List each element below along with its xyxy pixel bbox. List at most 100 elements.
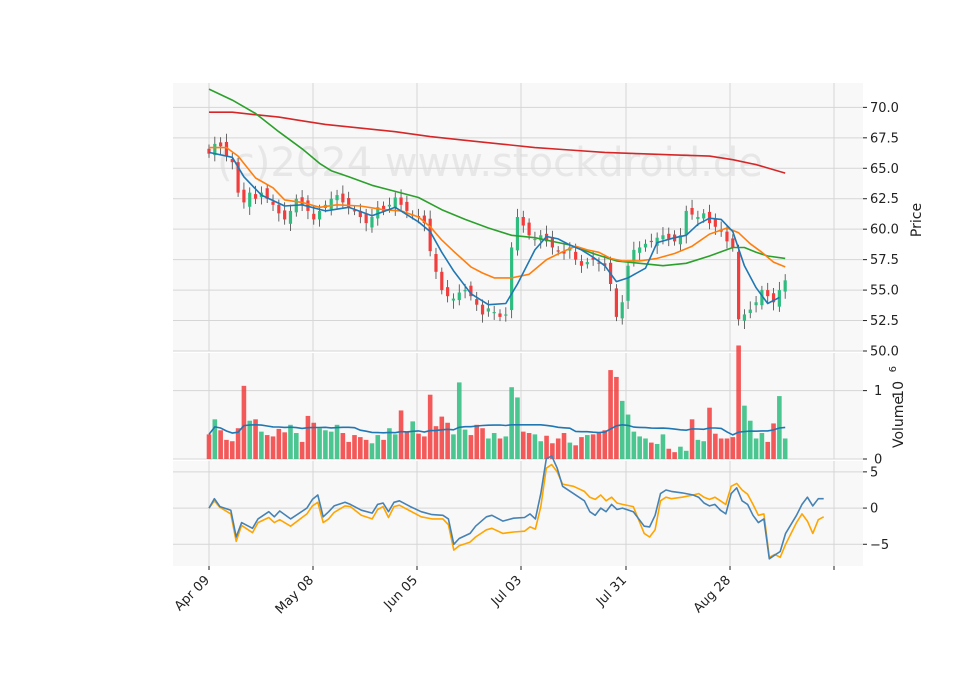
candle-body — [667, 233, 671, 239]
volume-bar — [422, 436, 427, 459]
volume-bar — [235, 428, 241, 459]
volume-bar — [573, 445, 578, 459]
volume-bar — [451, 434, 456, 459]
volume-bar — [567, 442, 573, 459]
volume-bar — [294, 433, 299, 459]
volume-bar — [515, 397, 520, 459]
volume-bar — [759, 433, 765, 459]
x-tick-label: Apr 09 — [172, 573, 213, 614]
volume-bar — [224, 439, 229, 459]
candle-body — [690, 207, 694, 215]
volume-bar — [765, 441, 771, 459]
volume-bar — [643, 438, 648, 459]
candle-body — [446, 287, 450, 297]
volume-tick-label: 1 — [874, 384, 882, 399]
oscillator-line-b — [208, 463, 825, 559]
candle-body — [207, 148, 211, 154]
volume-bar — [259, 431, 264, 459]
candle-body — [440, 271, 444, 291]
volume-bar — [579, 437, 584, 459]
candle-body — [649, 240, 653, 243]
volume-bar — [619, 400, 625, 459]
candle-body — [603, 263, 607, 266]
volume-bar — [474, 424, 480, 459]
volume-bar — [678, 446, 683, 459]
volume-multiplier-base: 10 — [891, 381, 907, 399]
candle-body — [451, 298, 456, 301]
volume-bar — [532, 434, 538, 459]
volume-bar — [247, 420, 253, 459]
candle-body — [742, 314, 747, 321]
candle-body — [585, 262, 589, 265]
ma-short-line — [208, 151, 780, 306]
volume-bar — [410, 421, 415, 459]
volume-bar — [771, 423, 776, 459]
oscillator-line-a — [208, 455, 824, 560]
volume-bar — [631, 431, 637, 459]
volume-bar — [375, 435, 381, 459]
candle-body — [358, 210, 362, 217]
watermark-text: (c)2024 www.stockdroid.de — [217, 140, 763, 186]
volume-bar — [695, 439, 701, 459]
candle-body — [766, 290, 770, 297]
candle-body — [422, 215, 426, 224]
candle-body — [312, 213, 316, 220]
volume-bar — [381, 439, 386, 459]
candle-body — [300, 197, 304, 205]
candle-body — [317, 210, 322, 220]
volume-bar — [637, 436, 642, 459]
volume-bar — [707, 407, 712, 459]
candle-body — [405, 201, 409, 211]
indicator-lines — [208, 88, 825, 560]
volume-bar — [782, 438, 788, 459]
price-tick-label: 50.0 — [870, 345, 899, 360]
candle-body — [533, 238, 537, 241]
volume-bar — [363, 439, 369, 459]
volume-bar — [625, 414, 631, 459]
volume-bar — [445, 422, 450, 459]
candle-body — [393, 197, 397, 208]
volume-bar — [520, 431, 526, 459]
candle-body — [219, 142, 223, 147]
candle-body — [364, 214, 368, 224]
volume-bar — [218, 430, 223, 459]
price-tick-label: 67.5 — [870, 131, 899, 146]
volume-bar — [311, 422, 317, 459]
candle-body — [556, 250, 560, 252]
volume-bar — [718, 438, 724, 459]
volume-bar — [602, 430, 608, 459]
candle-body — [643, 243, 648, 248]
volume-bar — [398, 410, 404, 459]
price-tick-label: 62.5 — [870, 192, 899, 207]
volume-bar — [736, 345, 741, 459]
volume-bar — [672, 452, 677, 459]
watermark-layer: (c)2024 www.stockdroid.de — [217, 140, 763, 186]
volume-bar — [456, 382, 462, 459]
candle-body — [434, 254, 438, 272]
candle-body — [760, 290, 764, 306]
candle-body — [504, 314, 508, 316]
candle-body — [387, 204, 392, 207]
volume-bar — [264, 435, 270, 459]
candle-body — [213, 143, 217, 156]
volume-bar — [753, 438, 759, 459]
volume-bar — [683, 450, 689, 459]
candle-body — [475, 299, 479, 305]
volume-bar — [608, 370, 613, 459]
volume-bar — [590, 434, 596, 459]
ma-mid-line — [209, 146, 786, 279]
volume-bar — [713, 433, 718, 459]
candle-body — [539, 235, 543, 241]
volume-bar — [369, 443, 375, 459]
candle-body — [771, 293, 776, 303]
candle-body — [469, 285, 473, 297]
volume-bar — [317, 428, 322, 459]
candle-body — [492, 312, 496, 314]
candle-body — [347, 197, 351, 208]
volume-bar — [229, 441, 235, 459]
price-tick-label: 52.5 — [870, 314, 899, 329]
candle-body — [678, 235, 683, 245]
volume-bar — [491, 433, 497, 459]
candle-body — [754, 302, 758, 306]
volume-bar — [585, 435, 590, 459]
